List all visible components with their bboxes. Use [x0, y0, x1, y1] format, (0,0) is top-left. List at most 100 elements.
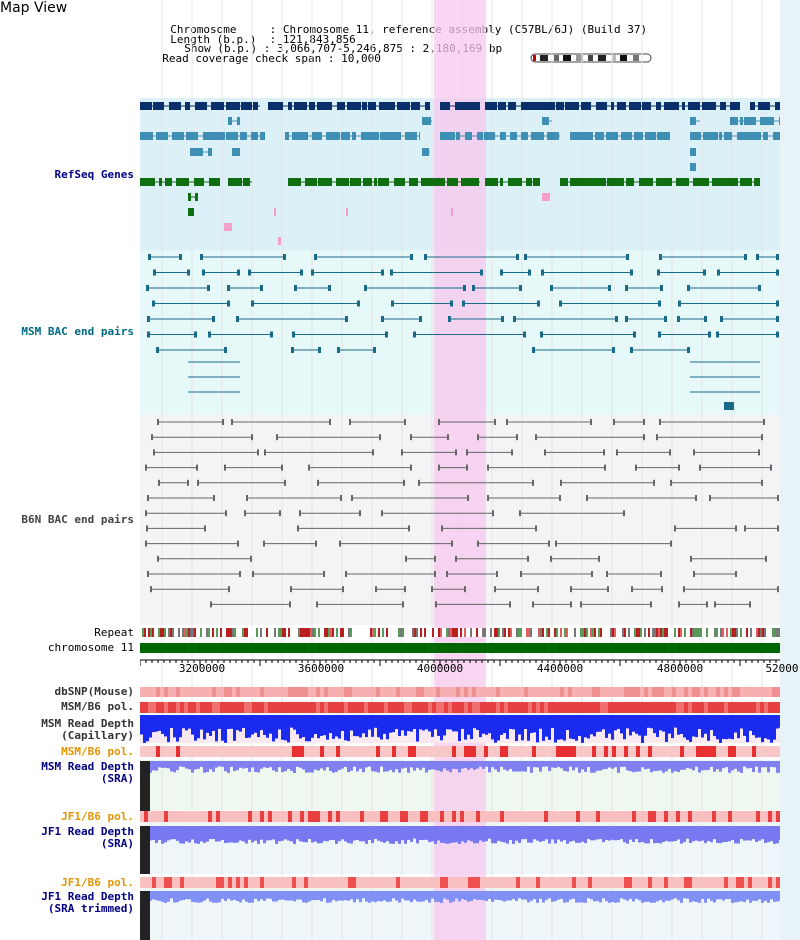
track-label-msm-depth-cap-1[interactable]: MSM Read Depth: [41, 717, 134, 730]
depth-bar: [200, 826, 203, 842]
depth-bar: [467, 715, 470, 735]
track-label-msm-b6-pol-2[interactable]: MSM/B6 pol.: [61, 745, 134, 758]
heat-cell: [296, 702, 300, 713]
gene-exon: [374, 178, 377, 186]
heat-cell: [724, 811, 728, 822]
heat-cell: [428, 877, 432, 888]
track-label-msm-b6-pol-1[interactable]: MSM/B6 pol.: [61, 700, 134, 713]
repeat-mark: [506, 628, 508, 637]
depth-bar: [266, 891, 269, 899]
track-label-refseq[interactable]: RefSeq Genes: [54, 168, 134, 181]
bac-end: [519, 285, 522, 291]
depth-bar: [617, 891, 620, 903]
track-label-b6n-bac[interactable]: B6N BAC end pairs: [21, 513, 134, 526]
depth-bar: [584, 715, 587, 738]
heat-cell: [432, 877, 436, 888]
heat-cell: [504, 702, 508, 713]
tracks-svg[interactable]: [140, 0, 780, 940]
depth-bar: [764, 826, 767, 843]
depth-bar: [539, 715, 542, 729]
depth-bar: [158, 891, 161, 901]
gene-exon: [350, 178, 355, 186]
heat-cell: [388, 877, 392, 888]
repeat-mark: [316, 628, 318, 637]
depth-bar: [392, 826, 395, 844]
heat-cell: [484, 877, 488, 888]
heat-cell: [288, 746, 292, 757]
heat-cell: [628, 702, 632, 713]
heat-cell: [624, 746, 628, 757]
gene-exon: [285, 132, 289, 140]
heat-cell: [748, 877, 752, 888]
depth-bar: [275, 715, 278, 739]
bac-end: [204, 525, 206, 532]
depth-bar: [203, 761, 206, 773]
bac-end: [257, 449, 259, 456]
depth-bar: [326, 761, 329, 768]
track-area[interactable]: [140, 0, 780, 940]
depth-bar: [224, 761, 227, 772]
repeat-mark: [638, 628, 640, 637]
track-label-msm-bac[interactable]: MSM BAC end pairs: [21, 325, 134, 338]
heat-cell: [608, 687, 612, 697]
bac-end: [765, 555, 767, 562]
track-label-jf1-depth-sra-1[interactable]: JF1 Read Depth: [41, 825, 134, 838]
bac-end: [670, 540, 672, 547]
heat-cell: [672, 702, 676, 713]
track-label-dbsnp[interactable]: dbSNP(Mouse): [54, 685, 134, 698]
heat-cell: [212, 687, 216, 697]
heat-cell: [284, 877, 288, 888]
heat-cell: [772, 687, 776, 697]
depth-bar: [269, 761, 272, 768]
track-label-jf1-depth-trim-1[interactable]: JF1 Read Depth: [41, 890, 134, 903]
heat-cell: [580, 702, 584, 713]
heat-cell: [380, 746, 384, 757]
track-label-jf1-b6-pol-1[interactable]: JF1/B6 pol.: [61, 810, 134, 823]
bac-end: [381, 510, 383, 517]
depth-bar: [614, 891, 617, 903]
track-label-msm-depth-sra-1[interactable]: MSM Read Depth: [41, 760, 134, 773]
repeat-mark: [422, 628, 424, 637]
bac-end: [418, 479, 420, 486]
depth-bar: [545, 891, 548, 900]
depth-bar: [443, 891, 446, 899]
repeat-mark: [522, 628, 524, 637]
info-chromosome-key: Chromosome: [170, 23, 237, 36]
depth-bar: [671, 761, 674, 773]
depth-bar: [380, 761, 383, 767]
heat-cell: [492, 687, 496, 697]
depth-bar: [524, 761, 527, 772]
depth-bar: [335, 715, 338, 737]
heat-cell: [468, 746, 472, 757]
heat-cell: [436, 811, 440, 822]
depth-bar: [482, 715, 485, 734]
track-label-jf1-b6-pol-2[interactable]: JF1/B6 pol.: [61, 876, 134, 889]
chromosome-ideogram[interactable]: [530, 52, 652, 64]
heat-cell: [644, 746, 648, 757]
depth-bar: [383, 761, 386, 772]
gene-exon: [607, 178, 610, 186]
bac-end: [776, 316, 779, 322]
depth-bar: [521, 715, 524, 741]
bac-end: [699, 464, 701, 471]
depth-bar: [371, 891, 374, 902]
heat-cell: [492, 811, 496, 822]
depth-bar: [659, 826, 662, 844]
heat-cell: [468, 877, 472, 888]
heat-cell: [644, 702, 648, 713]
heat-cell: [656, 746, 660, 757]
heat-cell: [520, 687, 524, 697]
depth-bar: [236, 891, 239, 902]
heat-cell: [200, 811, 204, 822]
depth-bar: [599, 891, 602, 903]
depth-bar: [413, 891, 416, 900]
depth-bar: [218, 761, 221, 767]
depth-bar: [494, 715, 497, 743]
repeat-mark: [398, 628, 400, 637]
depth-bar: [494, 826, 497, 844]
depth-bar: [575, 761, 578, 768]
depth-bar: [722, 891, 725, 901]
heat-cell: [620, 811, 624, 822]
depth-bar: [515, 761, 518, 772]
repeat-mark: [420, 628, 422, 637]
